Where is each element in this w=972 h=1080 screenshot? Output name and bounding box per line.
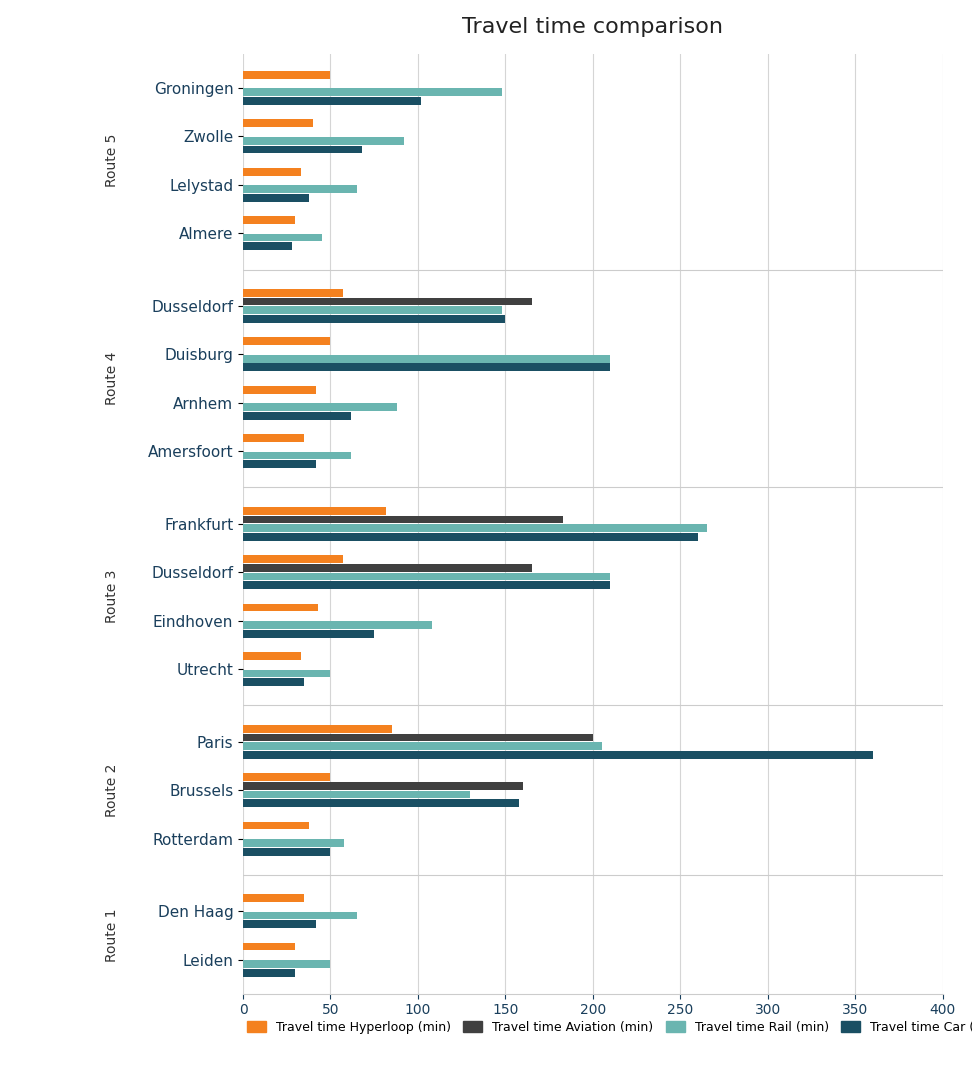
- Bar: [243, 451, 352, 459]
- Text: Route 4: Route 4: [105, 352, 119, 405]
- Bar: [243, 572, 610, 580]
- Bar: [243, 534, 698, 541]
- Bar: [243, 411, 352, 420]
- Bar: [243, 733, 593, 741]
- Bar: [243, 186, 357, 193]
- Bar: [243, 848, 330, 855]
- Bar: [243, 434, 304, 442]
- Bar: [243, 782, 523, 789]
- Bar: [243, 137, 404, 145]
- Text: Route 2: Route 2: [105, 764, 119, 816]
- Bar: [243, 386, 317, 393]
- Bar: [243, 288, 343, 297]
- Bar: [243, 460, 317, 468]
- Bar: [243, 751, 873, 758]
- Bar: [243, 742, 602, 750]
- Bar: [243, 242, 292, 251]
- Bar: [243, 403, 397, 411]
- Legend: Travel time Hyperloop (min), Travel time Aviation (min), Travel time Rail (min),: Travel time Hyperloop (min), Travel time…: [242, 1016, 972, 1039]
- Bar: [243, 960, 330, 968]
- Bar: [243, 969, 295, 976]
- Bar: [243, 621, 432, 629]
- Bar: [243, 678, 304, 686]
- Bar: [243, 564, 532, 571]
- Bar: [243, 943, 295, 950]
- Bar: [243, 725, 392, 732]
- Bar: [243, 167, 300, 176]
- Bar: [243, 233, 322, 242]
- Bar: [243, 555, 343, 563]
- Bar: [243, 839, 344, 847]
- Bar: [243, 364, 610, 372]
- Bar: [243, 507, 387, 514]
- Bar: [243, 194, 309, 202]
- Bar: [243, 581, 610, 590]
- Bar: [243, 315, 505, 323]
- Text: Route 3: Route 3: [105, 570, 119, 623]
- Bar: [243, 307, 502, 314]
- Bar: [243, 524, 707, 532]
- Bar: [243, 298, 532, 306]
- Bar: [243, 894, 304, 902]
- Bar: [243, 515, 563, 524]
- Bar: [243, 354, 610, 363]
- Bar: [243, 670, 330, 677]
- Bar: [243, 89, 502, 96]
- Bar: [243, 120, 313, 127]
- Bar: [243, 71, 330, 79]
- Bar: [243, 912, 357, 919]
- Bar: [243, 97, 422, 105]
- Bar: [243, 652, 300, 660]
- Bar: [243, 799, 519, 807]
- Bar: [243, 630, 374, 637]
- Bar: [243, 791, 470, 798]
- Bar: [243, 822, 309, 829]
- Title: Travel time comparison: Travel time comparison: [463, 17, 723, 37]
- Text: Route 1: Route 1: [105, 908, 119, 962]
- Bar: [243, 604, 318, 611]
- Text: Route 5: Route 5: [105, 134, 119, 187]
- Bar: [243, 337, 330, 346]
- Bar: [243, 216, 295, 224]
- Bar: [243, 920, 317, 928]
- Bar: [243, 773, 330, 781]
- Bar: [243, 146, 362, 153]
